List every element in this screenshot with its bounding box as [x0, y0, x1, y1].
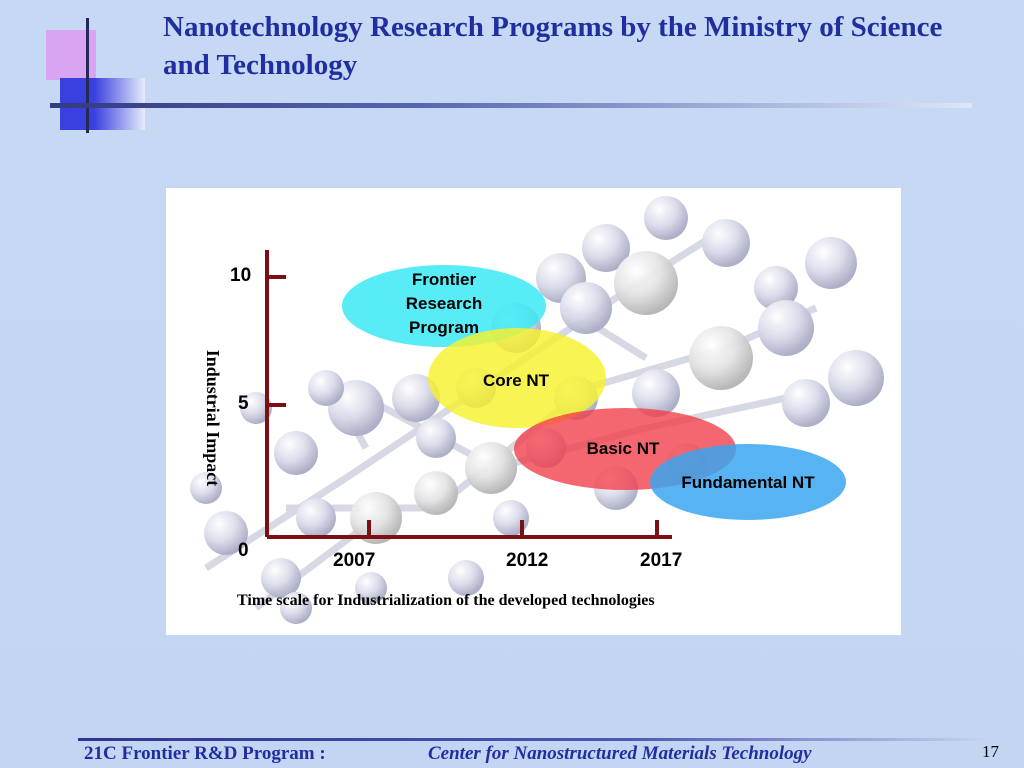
label-fundamental-nt: Fundamental NT	[681, 473, 815, 492]
y-tick-label-5: 5	[238, 393, 249, 414]
label-frontier-line-2: Research	[405, 294, 483, 313]
slide-title: Nanotechnology Research Programs by the …	[163, 11, 943, 81]
y-tick-label-10: 10	[230, 265, 252, 286]
x-tick-label-2007: 2007	[333, 550, 376, 571]
label-frontier-line-3: Program	[409, 318, 479, 337]
y-axis-label: Industrial Impact	[203, 349, 223, 487]
label-frontier-research-program: Frontier Research Program	[384, 268, 504, 340]
title-rule	[50, 103, 972, 108]
oval-frontier-research-program	[342, 265, 546, 347]
footer-center-name: Center for Nanostructured Materials Tech…	[428, 743, 812, 764]
label-frontier-line-1: Frontier	[411, 270, 477, 289]
label-basic-nt: Basic NT	[586, 439, 660, 458]
x-tick-label-2017: 2017	[640, 550, 683, 571]
axes	[265, 250, 672, 539]
diagram-caption: Time scale for Industrialization of the …	[237, 592, 655, 609]
footer-rule	[78, 738, 998, 741]
y-tick-label-0: 0	[238, 540, 249, 561]
label-core-nt: Core NT	[482, 371, 550, 390]
diagram-panel	[166, 188, 901, 635]
x-tick-label-2012: 2012	[506, 550, 549, 571]
decor-vertical-line	[86, 18, 89, 133]
oval-fundamental-nt	[650, 444, 846, 520]
oval-core-nt	[428, 328, 606, 428]
page-number: 17	[982, 742, 999, 761]
footer-program: 21C Frontier R&D Program :	[84, 743, 326, 764]
diagram-canvas	[190, 196, 884, 624]
